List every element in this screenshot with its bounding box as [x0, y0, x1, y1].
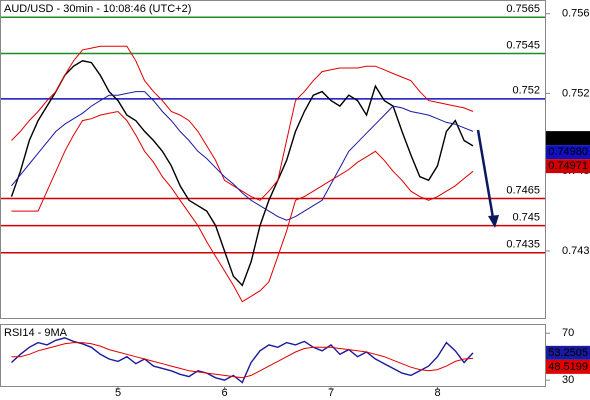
- level-label: 0.7545: [506, 39, 540, 51]
- level-label: 0.7565: [506, 3, 540, 15]
- title-bg: [1, 1, 187, 16]
- x-tick-label: 8: [434, 387, 440, 399]
- y-tick-label: 0.7523: [562, 87, 590, 99]
- x-tick-label: 7: [328, 387, 334, 399]
- value-badge-label: 0.74980: [548, 146, 588, 158]
- level-label: 0.7435: [506, 239, 540, 251]
- y-tick-label: 0.7436: [562, 245, 590, 257]
- series-line: [11, 45, 474, 201]
- value-badge: [546, 145, 590, 160]
- chart-title: AUD/USD - 30min - 10:08:46 (UTC+2): [4, 3, 191, 15]
- x-tick-label: 5: [115, 387, 121, 399]
- value-badge: [546, 345, 590, 360]
- x-tick-label: 6: [221, 387, 227, 399]
- value-badge: [546, 159, 590, 174]
- value-badge-label: 0.74983: [548, 132, 588, 144]
- y-tick-label: 70: [562, 327, 574, 339]
- value-badge-label: 0.74971: [548, 160, 588, 172]
- y-tick-label: 0.7567: [562, 8, 590, 20]
- rsi-title: RSI14 - 9MA: [4, 327, 68, 339]
- series-line: [11, 110, 474, 303]
- arrow-head: [488, 215, 499, 228]
- value-badge-label: 48.5199: [548, 361, 588, 373]
- marks: 0.75670.75230.74800.74360.75650.75450.75…: [1, 3, 590, 399]
- level-label: 0.752: [512, 85, 540, 97]
- series-line: [11, 91, 474, 221]
- forecast-arrow: [476, 129, 495, 219]
- rsi-panel: [0, 324, 546, 387]
- level-label: 0.745: [512, 212, 540, 224]
- y-tick-label: 30: [562, 374, 574, 386]
- value-badge: [546, 359, 590, 374]
- series-line: [11, 342, 474, 379]
- value-badge-label: 53.2505: [548, 347, 588, 359]
- series-line: [10, 60, 474, 287]
- series-line: [11, 337, 474, 384]
- value-badge: [546, 131, 590, 146]
- level-label: 0.7465: [506, 184, 540, 196]
